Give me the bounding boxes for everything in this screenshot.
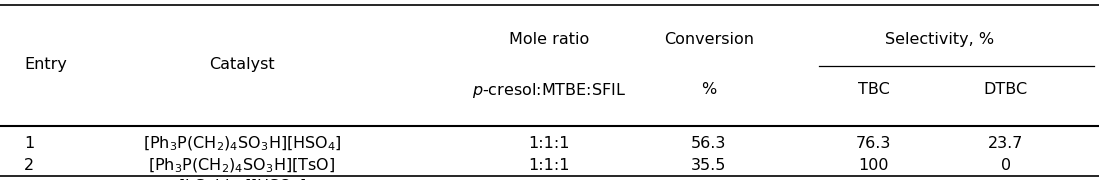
Text: 100: 100	[858, 158, 889, 173]
Text: $p$-cresol:MTBE:SFIL: $p$-cresol:MTBE:SFIL	[473, 80, 626, 100]
Text: $[\mathrm{bSebim][HSO_4]}$: $[\mathrm{bSebim][HSO_4]}$	[178, 178, 306, 180]
Text: $[\mathrm{Ph_3P(CH_2)_4SO_3H][HSO_4]}$: $[\mathrm{Ph_3P(CH_2)_4SO_3H][HSO_4]}$	[143, 135, 341, 153]
Text: 0: 0	[1000, 158, 1011, 173]
Text: 76.3: 76.3	[856, 136, 891, 152]
Text: Catalyst: Catalyst	[209, 57, 275, 72]
Text: Selectivity, %: Selectivity, %	[885, 32, 995, 47]
Text: 1:1:1: 1:1:1	[529, 158, 570, 173]
Text: 56.3: 56.3	[691, 136, 726, 152]
Text: 2: 2	[24, 158, 34, 173]
Text: Conversion: Conversion	[664, 32, 754, 47]
Text: Mole ratio: Mole ratio	[509, 32, 590, 47]
Text: 1: 1	[24, 136, 34, 152]
Text: TBC: TBC	[858, 82, 889, 98]
Text: 35.5: 35.5	[691, 158, 726, 173]
Text: 1:1:1: 1:1:1	[529, 136, 570, 152]
Text: %: %	[701, 82, 717, 98]
Text: DTBC: DTBC	[984, 82, 1028, 98]
Text: $[\mathrm{Ph_3P(CH_2)_4SO_3H][TsO]}$: $[\mathrm{Ph_3P(CH_2)_4SO_3H][TsO]}$	[148, 156, 335, 175]
Text: 23.7: 23.7	[988, 136, 1023, 152]
Text: Entry: Entry	[24, 57, 67, 72]
